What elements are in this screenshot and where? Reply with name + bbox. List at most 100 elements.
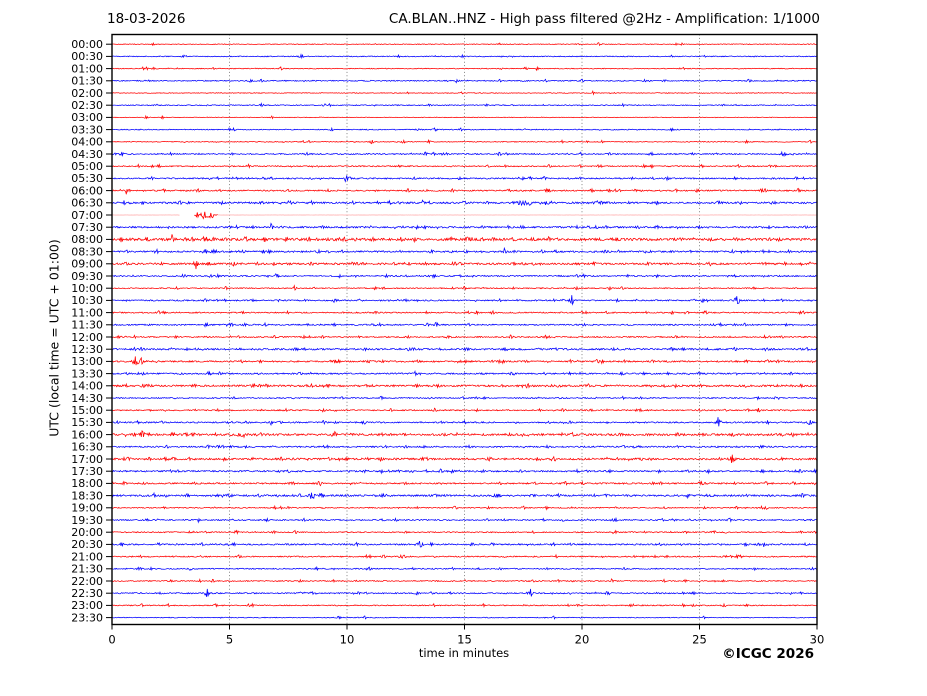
xtick-label-5: 5 (226, 633, 233, 647)
ytick-label-12:00: 12:00 (71, 331, 103, 344)
ytick-label-03:00: 03:00 (71, 111, 103, 124)
ytick-label-14:00: 14:00 (71, 380, 103, 393)
ytick-label-18:00: 18:00 (71, 477, 103, 490)
trace-18:00 (111, 480, 818, 487)
trace-21:30 (111, 565, 818, 572)
ytick-label-09:00: 09:00 (71, 258, 103, 271)
trace-21:00 (111, 553, 818, 560)
ytick-label-00:30: 00:30 (71, 50, 103, 63)
trace-15:00 (111, 407, 818, 413)
trace-09:00 (111, 260, 818, 270)
ytick-label-22:00: 22:00 (71, 575, 103, 588)
trace-17:00 (111, 454, 818, 463)
ytick-label-09:30: 09:30 (71, 270, 103, 283)
trace-19:30 (111, 516, 818, 524)
ytick-label-14:30: 14:30 (71, 392, 103, 405)
ytick-label-04:00: 04:00 (71, 136, 103, 149)
ytick-label-07:00: 07:00 (71, 209, 103, 222)
ytick-label-06:30: 06:30 (71, 197, 103, 210)
ytick-label-16:00: 16:00 (71, 428, 103, 441)
xtick-label-15: 15 (457, 633, 472, 647)
ytick-label-11:30: 11:30 (71, 319, 103, 332)
trace-18:30 (111, 491, 818, 500)
ytick-label-13:00: 13:00 (71, 355, 103, 368)
ytick-label-08:00: 08:00 (71, 233, 103, 246)
trace-20:00 (111, 529, 818, 535)
ytick-label-18:30: 18:30 (71, 489, 103, 502)
ytick-label-15:00: 15:00 (71, 404, 103, 417)
trace-20:30 (111, 540, 818, 548)
trace-14:30 (111, 395, 818, 401)
trace-07:30 (111, 222, 818, 231)
trace-11:00 (111, 309, 818, 316)
trace-05:00 (111, 163, 818, 170)
trace-01:00 (111, 65, 817, 72)
ytick-label-02:00: 02:00 (71, 87, 103, 100)
ytick-label-15:30: 15:30 (71, 416, 103, 429)
ytick-label-19:00: 19:00 (71, 502, 103, 515)
copyright-text: ©ICGC 2026 (722, 646, 814, 662)
trace-00:30 (111, 53, 818, 60)
trace-23:00 (111, 602, 818, 608)
x-axis-title: time in minutes (418, 646, 510, 660)
ytick-label-11:00: 11:00 (71, 306, 103, 319)
ytick-label-23:00: 23:00 (71, 599, 103, 612)
trace-03:30 (111, 126, 818, 133)
trace-06:30 (111, 199, 818, 207)
date-title: 18-03-2026 (107, 11, 186, 27)
trace-06:00 (111, 187, 818, 195)
trace-13:00 (111, 356, 818, 366)
trace-17:30 (111, 468, 818, 475)
plot-title: CA.BLAN..HNZ - High pass filtered @2Hz -… (388, 11, 820, 27)
ytick-label-20:30: 20:30 (71, 538, 103, 551)
trace-05:30 (111, 175, 818, 183)
trace-02:00 (111, 90, 818, 96)
trace-11:30 (111, 321, 818, 328)
trace-10:00 (111, 284, 818, 291)
ytick-label-01:30: 01:30 (71, 75, 103, 88)
trace-16:30 (111, 444, 818, 450)
trace-09:30 (111, 272, 818, 279)
trace-22:30 (111, 588, 818, 597)
ytick-label-21:30: 21:30 (71, 563, 103, 576)
ytick-label-00:00: 00:00 (71, 38, 103, 51)
trace-08:00 (111, 234, 818, 244)
trace-19:00 (111, 504, 818, 511)
xtick-label-0: 0 (108, 633, 115, 647)
trace-14:00 (111, 382, 818, 389)
ytick-label-05:30: 05:30 (71, 172, 103, 185)
trace-23:30 (111, 615, 818, 620)
ytick-label-23:30: 23:30 (71, 611, 103, 624)
trace-15:30 (111, 417, 818, 427)
trace-07:00-burst (194, 211, 218, 220)
trace-08:30 (111, 246, 818, 255)
ytick-label-02:30: 02:30 (71, 99, 103, 112)
trace-03:00 (111, 114, 818, 120)
xtick-label-10: 10 (340, 633, 355, 647)
ytick-label-21:00: 21:00 (71, 550, 103, 563)
trace-00:00 (111, 41, 818, 47)
trace-12:30 (111, 346, 818, 352)
ytick-label-16:30: 16:30 (71, 441, 103, 454)
ytick-label-08:30: 08:30 (71, 245, 103, 258)
ytick-label-12:30: 12:30 (71, 343, 103, 356)
ytick-label-01:00: 01:00 (71, 62, 103, 75)
ytick-label-13:30: 13:30 (71, 367, 103, 380)
ytick-label-17:00: 17:00 (71, 453, 103, 466)
trace-13:30 (111, 369, 818, 377)
ytick-label-04:30: 04:30 (71, 148, 103, 161)
ytick-label-05:00: 05:00 (71, 160, 103, 173)
ytick-label-03:30: 03:30 (71, 123, 103, 136)
trace-10:30 (111, 295, 818, 306)
trace-01:30 (111, 78, 818, 84)
trace-02:30 (111, 102, 818, 108)
xtick-label-30: 30 (810, 633, 825, 647)
trace-04:00 (111, 138, 818, 145)
trace-22:00 (111, 578, 818, 584)
ytick-label-10:30: 10:30 (71, 294, 103, 307)
ytick-label-19:30: 19:30 (71, 514, 103, 527)
trace-04:30 (111, 150, 818, 158)
xtick-label-20: 20 (575, 633, 590, 647)
